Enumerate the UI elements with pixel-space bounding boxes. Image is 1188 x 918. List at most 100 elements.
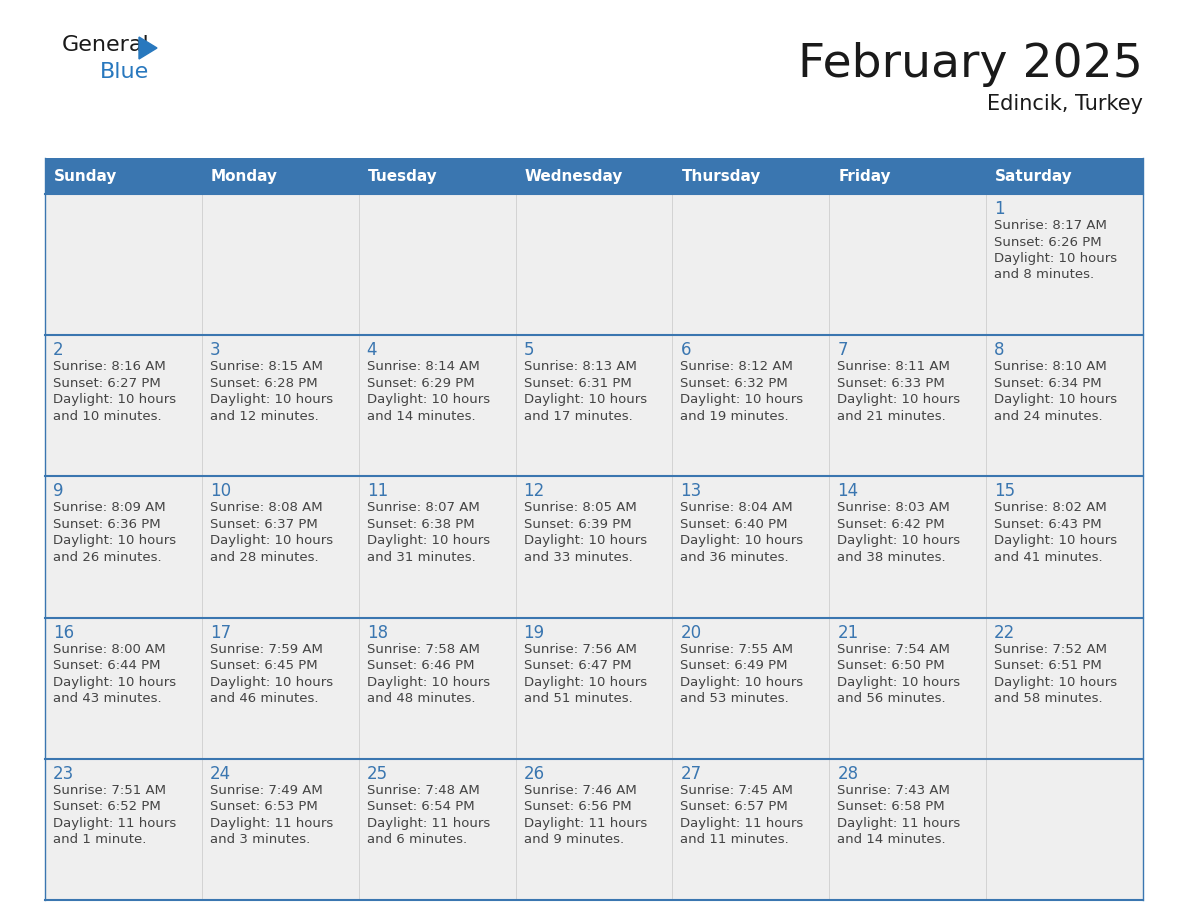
Text: and 26 minutes.: and 26 minutes. [53,551,162,564]
Text: General: General [62,35,150,55]
Text: Sunrise: 8:13 AM: Sunrise: 8:13 AM [524,360,637,374]
Bar [45,194,202,335]
Text: Daylight: 10 hours: Daylight: 10 hours [681,393,803,406]
Bar [986,476,1143,618]
Text: Thursday: Thursday [682,169,760,184]
Text: 18: 18 [367,623,387,642]
Text: Sunset: 6:51 PM: Sunset: 6:51 PM [994,659,1102,672]
Text: and 19 minutes.: and 19 minutes. [681,409,789,422]
Bar [829,618,986,759]
Text: Sunrise: 7:49 AM: Sunrise: 7:49 AM [210,784,323,797]
Text: and 48 minutes.: and 48 minutes. [367,692,475,705]
Text: Sunset: 6:52 PM: Sunset: 6:52 PM [53,800,160,813]
Text: and 10 minutes.: and 10 minutes. [53,409,162,422]
Text: and 41 minutes.: and 41 minutes. [994,551,1102,564]
Text: Blue: Blue [100,62,150,82]
Text: 22: 22 [994,623,1016,642]
Text: Sunrise: 7:58 AM: Sunrise: 7:58 AM [367,643,480,655]
Bar [986,759,1143,900]
Text: 2: 2 [53,341,64,359]
Text: Tuesday: Tuesday [368,169,437,184]
Text: Daylight: 10 hours: Daylight: 10 hours [53,676,176,688]
Bar [986,194,1143,335]
Text: Daylight: 11 hours: Daylight: 11 hours [681,817,803,830]
Text: Daylight: 10 hours: Daylight: 10 hours [210,676,333,688]
Bar [45,158,1143,194]
Text: Sunrise: 7:45 AM: Sunrise: 7:45 AM [681,784,794,797]
Text: Daylight: 11 hours: Daylight: 11 hours [53,817,176,830]
Text: Sunset: 6:31 PM: Sunset: 6:31 PM [524,376,631,390]
Text: 28: 28 [838,765,859,783]
Text: Sunrise: 7:59 AM: Sunrise: 7:59 AM [210,643,323,655]
Bar [202,759,359,900]
Text: Sunrise: 7:55 AM: Sunrise: 7:55 AM [681,643,794,655]
Bar [672,335,829,476]
Bar [359,194,516,335]
Text: Sunset: 6:36 PM: Sunset: 6:36 PM [53,518,160,531]
Text: 8: 8 [994,341,1005,359]
Text: Daylight: 10 hours: Daylight: 10 hours [210,393,333,406]
Text: February 2025: February 2025 [798,42,1143,87]
Bar [672,194,829,335]
Text: 1: 1 [994,200,1005,218]
Text: Sunday: Sunday [53,169,118,184]
Text: 17: 17 [210,623,230,642]
Text: Sunset: 6:32 PM: Sunset: 6:32 PM [681,376,788,390]
Text: and 38 minutes.: and 38 minutes. [838,551,946,564]
Bar [202,194,359,335]
Text: and 53 minutes.: and 53 minutes. [681,692,789,705]
Text: Daylight: 11 hours: Daylight: 11 hours [210,817,333,830]
Text: and 9 minutes.: and 9 minutes. [524,834,624,846]
Bar [829,759,986,900]
Text: and 31 minutes.: and 31 minutes. [367,551,475,564]
Text: Daylight: 10 hours: Daylight: 10 hours [838,676,960,688]
Text: 20: 20 [681,623,702,642]
Text: Daylight: 11 hours: Daylight: 11 hours [367,817,489,830]
Text: 27: 27 [681,765,702,783]
Text: and 12 minutes.: and 12 minutes. [210,409,318,422]
Text: Sunset: 6:39 PM: Sunset: 6:39 PM [524,518,631,531]
Text: 26: 26 [524,765,544,783]
Text: 5: 5 [524,341,535,359]
Text: Daylight: 11 hours: Daylight: 11 hours [524,817,646,830]
Text: 19: 19 [524,623,544,642]
Text: Sunset: 6:38 PM: Sunset: 6:38 PM [367,518,474,531]
Text: and 28 minutes.: and 28 minutes. [210,551,318,564]
Text: and 8 minutes.: and 8 minutes. [994,268,1094,282]
Text: Daylight: 10 hours: Daylight: 10 hours [367,393,489,406]
Text: Sunrise: 7:46 AM: Sunrise: 7:46 AM [524,784,637,797]
Text: Sunrise: 8:17 AM: Sunrise: 8:17 AM [994,219,1107,232]
Text: Wednesday: Wednesday [525,169,623,184]
Text: Sunset: 6:37 PM: Sunset: 6:37 PM [210,518,317,531]
Text: Daylight: 10 hours: Daylight: 10 hours [367,676,489,688]
Text: Sunrise: 8:02 AM: Sunrise: 8:02 AM [994,501,1107,514]
Text: Sunset: 6:34 PM: Sunset: 6:34 PM [994,376,1101,390]
Text: Daylight: 10 hours: Daylight: 10 hours [838,393,960,406]
Text: 15: 15 [994,482,1016,500]
Text: Daylight: 11 hours: Daylight: 11 hours [838,817,961,830]
Bar [986,618,1143,759]
Text: Sunset: 6:47 PM: Sunset: 6:47 PM [524,659,631,672]
Text: and 36 minutes.: and 36 minutes. [681,551,789,564]
Text: Edincik, Turkey: Edincik, Turkey [987,94,1143,114]
Bar [986,335,1143,476]
Bar [672,759,829,900]
Text: Daylight: 10 hours: Daylight: 10 hours [681,534,803,547]
Text: Sunset: 6:43 PM: Sunset: 6:43 PM [994,518,1101,531]
Bar [45,335,202,476]
Text: and 6 minutes.: and 6 minutes. [367,834,467,846]
Bar [829,476,986,618]
Text: and 14 minutes.: and 14 minutes. [838,834,946,846]
Text: Sunset: 6:50 PM: Sunset: 6:50 PM [838,659,944,672]
Text: Daylight: 10 hours: Daylight: 10 hours [210,534,333,547]
Text: Friday: Friday [839,169,891,184]
Bar [829,194,986,335]
Text: Sunrise: 7:51 AM: Sunrise: 7:51 AM [53,784,166,797]
Text: Daylight: 10 hours: Daylight: 10 hours [994,252,1117,265]
Text: Daylight: 10 hours: Daylight: 10 hours [524,676,646,688]
Text: Sunset: 6:46 PM: Sunset: 6:46 PM [367,659,474,672]
Text: Daylight: 10 hours: Daylight: 10 hours [53,393,176,406]
Bar [516,618,672,759]
Text: Sunset: 6:54 PM: Sunset: 6:54 PM [367,800,474,813]
Text: 9: 9 [53,482,63,500]
